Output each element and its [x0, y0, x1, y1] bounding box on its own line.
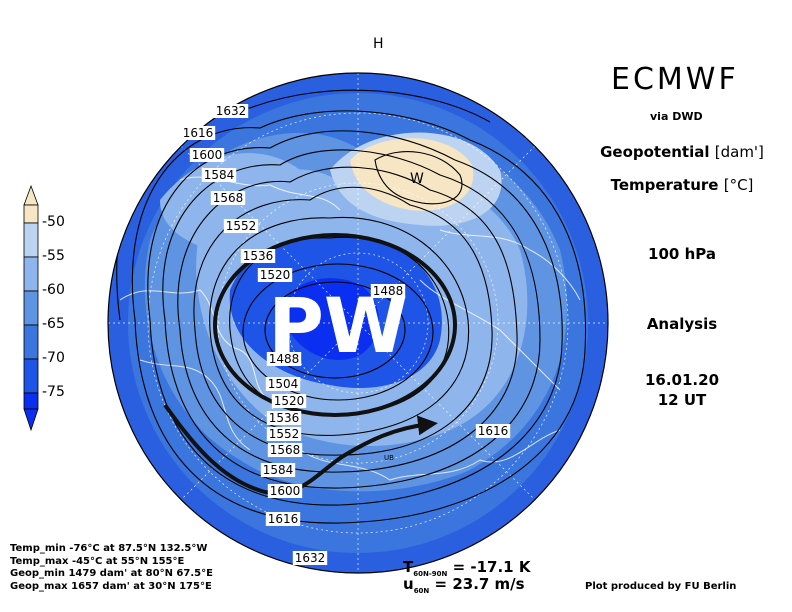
contour-label-bg [266, 427, 302, 441]
contour-label: 1584 [204, 168, 235, 182]
u-subscript: 60N [413, 587, 430, 595]
pw-circle [213, 233, 457, 417]
field1-label: Geopotential [dam'] [582, 143, 782, 161]
contour-label: 1568 [213, 191, 244, 205]
colorbar-top-triangle [23, 184, 39, 206]
lat-lon-grid [108, 73, 608, 573]
u-value: = 23.7 m/s [434, 575, 525, 593]
contour-label: 1616 [478, 424, 509, 438]
colorbar-box-1 [23, 222, 39, 258]
contour-label-bg [210, 191, 246, 205]
contour-label-bg [189, 148, 225, 162]
contour-label-bg [475, 424, 511, 438]
contour-label: 1520 [274, 394, 305, 408]
contour-label-bg [240, 249, 276, 263]
via-label: via DWD [650, 110, 703, 123]
temperature-band-50 [350, 138, 474, 211]
contour-label-bg [265, 512, 301, 526]
t-label: T [403, 558, 414, 576]
contour-label-bg [265, 377, 301, 391]
contour-label: 1632 [216, 104, 247, 118]
colorbar-box-5 [23, 358, 39, 394]
contour-label-bg [292, 551, 328, 565]
contour-label-bg [267, 484, 303, 498]
contour-label: 1536 [269, 411, 300, 425]
u-index: u60N = 23.7 m/s [403, 575, 525, 595]
t-index: T60N-90N = -17.1 K [403, 558, 530, 578]
contour-label-bg [180, 126, 216, 140]
contour-label: 1616 [268, 512, 299, 526]
level-label: 100 hPa [648, 245, 716, 263]
colorbar-label-2: -60 [42, 282, 65, 298]
contour-label-bg [266, 352, 302, 366]
contour-label: 1488 [373, 284, 404, 298]
contour-label: 1504 [268, 377, 299, 391]
contour-label-bg [266, 411, 302, 425]
geop-max: Geop_max 1657 dam' at 30°N 175°E [10, 580, 212, 592]
contour-label-bg [267, 443, 303, 457]
contour-label-bg [213, 104, 249, 118]
colorbar-box-0 [23, 204, 39, 224]
temp-max: Temp_max -45°C at 55°N 155°E [10, 555, 185, 567]
field1-name: Geopotential [600, 143, 710, 161]
contour-label: 1584 [263, 463, 294, 477]
colorbar-label-1: -55 [42, 248, 65, 264]
time-label: 12 UT [657, 391, 707, 409]
date-label: 16.01.20 [644, 371, 720, 389]
contour-label: 1568 [270, 443, 301, 457]
field2-name: Temperature [610, 176, 719, 194]
high-label: H [373, 36, 384, 52]
contour-label: 1552 [269, 427, 300, 441]
contour-label-bg [271, 394, 307, 408]
contour-label: 1600 [192, 148, 223, 162]
warm-label: W [410, 171, 424, 187]
small-station-label: UB [384, 454, 394, 462]
field2-unit: [°C] [723, 176, 754, 194]
colorbar-label-3: -65 [42, 316, 65, 332]
contour-label-bg [201, 168, 237, 182]
contour-label-bg [260, 463, 296, 477]
contour-label: 1520 [260, 268, 291, 282]
colorbar-label-5: -75 [42, 384, 65, 400]
temp-min: Temp_min -76°C at 87.5°N 132.5°W [10, 543, 208, 554]
u-label: u [403, 575, 414, 593]
contour-label-bg [370, 284, 406, 298]
model-title: ECMWF [611, 62, 739, 97]
colorbar-box-4 [23, 324, 39, 360]
contour-label-bg [257, 268, 293, 282]
contour-label: 1536 [243, 249, 274, 263]
contour-label-bg [223, 219, 259, 233]
credit-label: Plot produced by FU Berlin [585, 581, 737, 592]
colorbar-box-2 [23, 256, 39, 292]
pw-overlay-text: PW [268, 281, 408, 370]
colorbar [23, 184, 39, 432]
contour-label: 1632 [295, 551, 326, 565]
type-label: Analysis [646, 315, 718, 333]
map-border [107, 72, 609, 574]
stats-block: Temp_min -76°C at 87.5°N 132.5°W Temp_ma… [10, 543, 213, 593]
contour-label: 1552 [226, 219, 257, 233]
field1-unit: [dam'] [714, 143, 764, 161]
colorbar-bottom-triangle [23, 408, 39, 432]
contour-label: 1488 [269, 352, 300, 366]
t-value: = -17.1 K [452, 558, 531, 576]
colorbar-box-3 [23, 290, 39, 326]
colorbar-box-6 [23, 392, 39, 410]
colorbar-label-0: -50 [42, 214, 65, 230]
field2-label: Temperature [°C] [582, 176, 782, 194]
contour-label: 1600 [270, 484, 301, 498]
t-subscript: 60N-90N [413, 570, 448, 578]
geop-min: Geop_min 1479 dam' at 80°N 67.5°E [10, 568, 213, 579]
colorbar-label-4: -70 [42, 350, 65, 366]
temperature-band-75 [280, 278, 379, 360]
contour-labels: 1632161616001584156815521536152014881488… [180, 104, 511, 565]
contour-label: 1616 [183, 126, 214, 140]
